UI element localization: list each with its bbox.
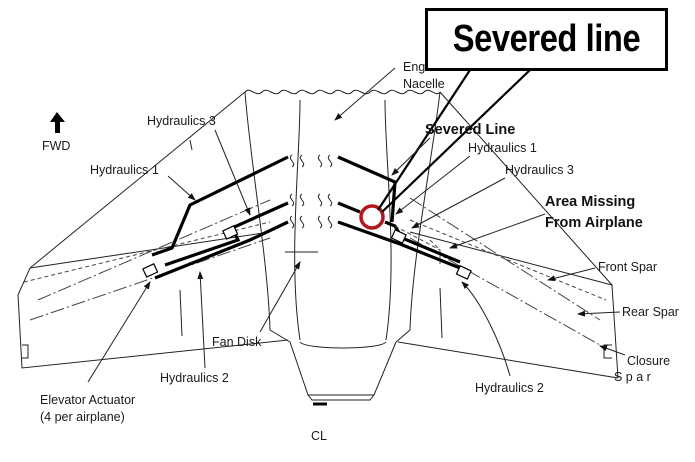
fan-disk-label: Fan Disk — [212, 335, 262, 349]
hydraulics-1-left-label: Hydraulics 1 — [90, 163, 159, 177]
hydraulics-3-right-label: Hydraulics 3 — [505, 163, 574, 177]
leader-lines — [87, 67, 626, 383]
callout-pointer — [377, 69, 531, 213]
closure-label: Closure — [627, 354, 670, 368]
elevator-actuator-count-label: (4 per airplane) — [40, 410, 125, 424]
spar-label: S p a r — [614, 370, 651, 384]
elevator-actuator-label: Elevator Actuator — [40, 393, 135, 407]
hydraulic-lines-right — [337, 155, 472, 280]
area-missing-label-line1: Area Missing — [545, 194, 635, 210]
hydraulics-3-left-label: Hydraulics 3 — [147, 114, 216, 128]
callout-text: Severed line — [452, 18, 641, 60]
rear-spar-label: Rear Spar — [622, 305, 679, 319]
stabilizer-outline — [17, 91, 619, 379]
severed-line-highlight — [359, 204, 385, 230]
severed-line-callout: Severed line — [425, 8, 668, 71]
front-spar-label: Front Spar — [598, 260, 657, 274]
forward-arrow-icon — [50, 112, 65, 133]
hydraulic-lines-left — [142, 155, 289, 280]
nacelle-label: Nacelle — [403, 77, 445, 91]
hydraulics-2-right-label: Hydraulics 2 — [475, 381, 544, 395]
fwd-label: FWD — [42, 139, 70, 153]
centerline-label: CL — [311, 429, 327, 443]
area-missing-label-line2: From Airplane — [545, 215, 643, 231]
hydraulics-1-right-label: Hydraulics 1 — [468, 141, 537, 155]
hydraulics-2-left-label: Hydraulics 2 — [160, 371, 229, 385]
severed-line-label: Severed Line — [425, 122, 515, 138]
